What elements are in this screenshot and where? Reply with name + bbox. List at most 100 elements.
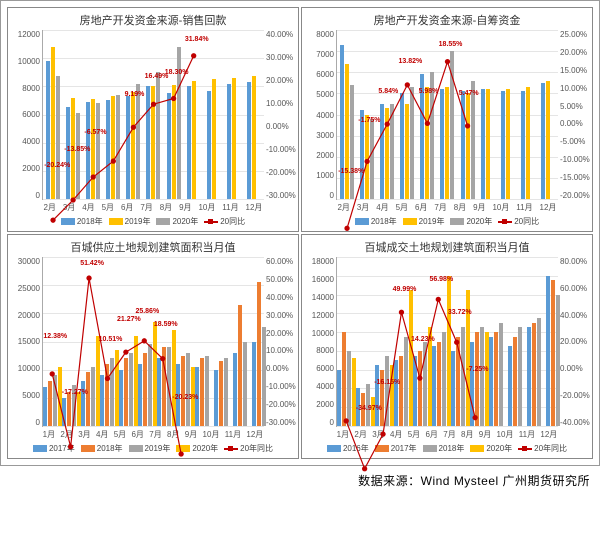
bar xyxy=(257,282,261,426)
bar xyxy=(119,370,123,426)
bar xyxy=(156,72,160,199)
bar xyxy=(508,346,512,426)
bar xyxy=(375,365,379,426)
plot-area: 12.38%-17.27%51.42%10.51%21.27%25.86%18.… xyxy=(42,257,264,427)
data-label: 31.84% xyxy=(185,36,209,43)
bar xyxy=(410,87,414,199)
bar xyxy=(106,100,110,199)
bar xyxy=(162,347,166,426)
bar xyxy=(347,351,351,426)
bar xyxy=(526,87,530,199)
data-label: 33.72% xyxy=(448,309,472,316)
bar xyxy=(192,81,196,199)
bar xyxy=(350,85,354,199)
bar xyxy=(138,364,142,426)
bar xyxy=(405,104,409,199)
chart-panel: 房地产开发资金来源-自筹资金 80007000600050004000300020… xyxy=(301,7,593,232)
bar xyxy=(186,353,190,426)
bar xyxy=(232,78,236,199)
bar xyxy=(440,89,444,199)
legend: 2016年2017年2018年2020年20年同比 xyxy=(306,443,588,454)
bar xyxy=(129,353,133,426)
bar xyxy=(247,82,251,199)
bar xyxy=(506,89,510,199)
bar xyxy=(181,356,185,426)
x-axis: 2月3月4月5月6月7月8月9月10月11月12月 xyxy=(40,202,266,213)
bar xyxy=(470,342,474,427)
bar xyxy=(404,337,408,426)
bar xyxy=(262,327,266,426)
bar xyxy=(471,81,475,199)
data-label: 14.23% xyxy=(411,336,435,343)
bar xyxy=(527,327,531,426)
data-label: -34.97% xyxy=(356,405,382,412)
bar xyxy=(445,87,449,199)
bar xyxy=(56,76,60,199)
bar xyxy=(521,91,525,199)
data-label: -7.25% xyxy=(466,366,488,373)
bar xyxy=(494,332,498,426)
bar xyxy=(91,367,95,426)
bar xyxy=(43,387,47,426)
chart-title: 房地产开发资金来源-销售回款 xyxy=(12,12,294,28)
data-label: 56.98% xyxy=(429,276,453,283)
bar xyxy=(400,93,404,199)
y-axis-2: 25.00%20.00%15.00%10.00%5.00%0.00%-5.00%… xyxy=(558,30,588,200)
bar xyxy=(53,375,57,426)
plot-area: -15.38%-1.75%5.84%13.82%5.98%18.55%5.47% xyxy=(336,30,558,200)
bar xyxy=(48,381,52,426)
y-axis: 800070006000500040003000200010000 xyxy=(306,30,336,200)
bar xyxy=(172,85,176,199)
bar xyxy=(413,356,417,426)
bar xyxy=(385,108,389,199)
bar xyxy=(157,358,161,426)
bar xyxy=(385,356,389,426)
bar xyxy=(116,95,120,199)
chart-title: 房地产开发资金来源-自筹资金 xyxy=(306,12,588,28)
bar xyxy=(451,351,455,426)
bar xyxy=(418,351,422,426)
data-label: 18.30% xyxy=(165,69,189,76)
data-label: 25.86% xyxy=(135,308,159,315)
y-axis: 300002500020000150001000050000 xyxy=(12,257,42,427)
bar xyxy=(481,89,485,199)
data-label: -17.27% xyxy=(62,389,88,396)
bar xyxy=(124,358,128,426)
bar xyxy=(146,86,150,199)
data-label: 9.19% xyxy=(125,91,145,98)
bar xyxy=(233,353,237,426)
bar xyxy=(96,103,100,199)
bar xyxy=(461,327,465,426)
bar xyxy=(432,346,436,426)
x-axis: 1月2月3月4月5月6月7月8月9月10月11月12月 xyxy=(40,429,266,440)
bar xyxy=(499,323,503,426)
y-axis-2: 40.00%30.00%20.00%10.00%0.00%-10.00%-20.… xyxy=(264,30,294,200)
bar xyxy=(214,370,218,426)
bar xyxy=(126,96,130,199)
plot-area: -34.97%-16.15%49.99%14.23%56.98%33.72%-7… xyxy=(336,257,558,427)
bar xyxy=(551,280,555,426)
bar xyxy=(541,83,545,199)
bar xyxy=(219,361,223,426)
bar xyxy=(227,84,231,199)
data-label: 18.55% xyxy=(439,41,463,48)
chart-panel: 房地产开发资金来源-销售回款12000100008000600040002000… xyxy=(7,7,299,232)
bar xyxy=(390,104,394,199)
chart-grid: 房地产开发资金来源-销售回款12000100008000600040002000… xyxy=(0,0,600,466)
bar xyxy=(62,398,66,426)
bar xyxy=(501,91,505,199)
legend: 2018年2019年2020年20同比 xyxy=(306,216,588,227)
data-label: 51.42% xyxy=(80,260,104,267)
bar xyxy=(136,84,140,199)
data-source: 数据来源：Wind Mysteel 广州期货研究所 xyxy=(0,466,600,495)
bar xyxy=(450,51,454,199)
bar xyxy=(532,323,536,426)
bar xyxy=(370,119,374,199)
bar xyxy=(105,364,109,426)
bar xyxy=(489,337,493,426)
data-label: 49.99% xyxy=(393,286,417,293)
bar xyxy=(51,47,55,199)
data-label: 5.47% xyxy=(459,90,479,97)
bar xyxy=(110,358,114,426)
bar xyxy=(466,93,470,199)
